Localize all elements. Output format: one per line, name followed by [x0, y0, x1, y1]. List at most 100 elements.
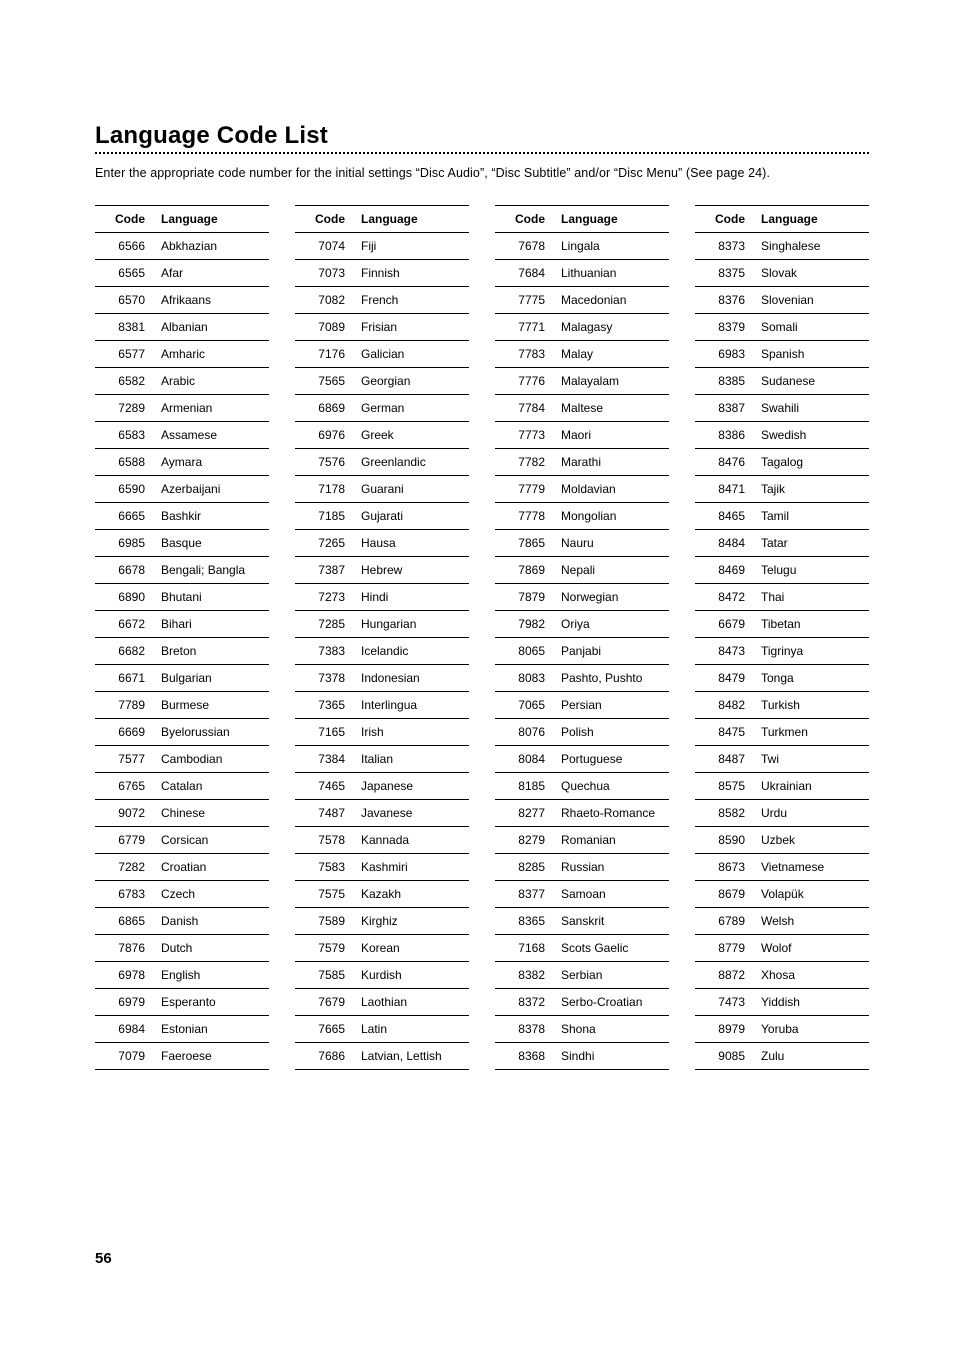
cell-language: Irish — [359, 718, 469, 745]
cell-language: Latin — [359, 1015, 469, 1042]
cell-code: 8476 — [695, 448, 759, 475]
table-header-row: CodeLanguage — [295, 205, 469, 232]
cell-language: Russian — [559, 853, 669, 880]
header-code: Code — [95, 205, 159, 232]
cell-language: Sindhi — [559, 1042, 669, 1069]
cell-code: 7775 — [495, 286, 559, 313]
cell-language: Serbo-Croatian — [559, 988, 669, 1015]
cell-code: 7565 — [295, 367, 359, 394]
cell-code: 6672 — [95, 610, 159, 637]
cell-language: Persian — [559, 691, 669, 718]
cell-code: 6565 — [95, 259, 159, 286]
cell-language: Malay — [559, 340, 669, 367]
cell-language: Bihari — [159, 610, 269, 637]
cell-language: Tigrinya — [759, 637, 869, 664]
cell-language: Scots Gaelic — [559, 934, 669, 961]
table-row: 6566Abkhazian — [95, 232, 269, 259]
cell-language: Arabic — [159, 367, 269, 394]
table-row: 7783Malay — [495, 340, 669, 367]
cell-code: 7365 — [295, 691, 359, 718]
cell-language: Ukrainian — [759, 772, 869, 799]
table-row: 8484Tatar — [695, 529, 869, 556]
table-row: 8487Twi — [695, 745, 869, 772]
cell-code: 6679 — [695, 610, 759, 637]
page-number: 56 — [95, 1250, 112, 1267]
cell-code: 7789 — [95, 691, 159, 718]
cell-language: Azerbaijani — [159, 475, 269, 502]
table-row: 6679Tibetan — [695, 610, 869, 637]
table-header-row: CodeLanguage — [695, 205, 869, 232]
cell-language: English — [159, 961, 269, 988]
cell-code: 6665 — [95, 502, 159, 529]
cell-language: Indonesian — [359, 664, 469, 691]
cell-language: Slovenian — [759, 286, 869, 313]
table-row: 7876Dutch — [95, 934, 269, 961]
cell-language: Norwegian — [559, 583, 669, 610]
cell-language: Albanian — [159, 313, 269, 340]
table-row: 8376Slovenian — [695, 286, 869, 313]
cell-code: 8368 — [495, 1042, 559, 1069]
cell-language: Nauru — [559, 529, 669, 556]
cell-code: 6984 — [95, 1015, 159, 1042]
cell-code: 8582 — [695, 799, 759, 826]
cell-code: 7679 — [295, 988, 359, 1015]
table-row: 8387Swahili — [695, 394, 869, 421]
cell-code: 8487 — [695, 745, 759, 772]
cell-code: 8379 — [695, 313, 759, 340]
table-row: 6976Greek — [295, 421, 469, 448]
table-row: 8373Singhalese — [695, 232, 869, 259]
cell-language: Telugu — [759, 556, 869, 583]
cell-language: Tonga — [759, 664, 869, 691]
cell-language: Byelorussian — [159, 718, 269, 745]
cell-language: Burmese — [159, 691, 269, 718]
table-row: 8377Samoan — [495, 880, 669, 907]
table-row: 8375Slovak — [695, 259, 869, 286]
cell-language: Frisian — [359, 313, 469, 340]
table-row: 8465Tamil — [695, 502, 869, 529]
cell-language: Tibetan — [759, 610, 869, 637]
table-row: 7865Nauru — [495, 529, 669, 556]
table-row: 8368Sindhi — [495, 1042, 669, 1069]
cell-code: 6566 — [95, 232, 159, 259]
cell-language: Turkish — [759, 691, 869, 718]
cell-language: Quechua — [559, 772, 669, 799]
cell-language: Gujarati — [359, 502, 469, 529]
cell-language: Moldavian — [559, 475, 669, 502]
table-row: 8673Vietnamese — [695, 853, 869, 880]
cell-language: Tamil — [759, 502, 869, 529]
cell-language: Finnish — [359, 259, 469, 286]
cell-language: Xhosa — [759, 961, 869, 988]
table-row: 7285Hungarian — [295, 610, 469, 637]
table-row: 7583Kashmiri — [295, 853, 469, 880]
cell-code: 8076 — [495, 718, 559, 745]
table-row: 7779Moldavian — [495, 475, 669, 502]
cell-language: Assamese — [159, 421, 269, 448]
table-row: 8076Polish — [495, 718, 669, 745]
cell-language: Lithuanian — [559, 259, 669, 286]
cell-code: 7282 — [95, 853, 159, 880]
cell-code: 7165 — [295, 718, 359, 745]
cell-language: Turkmen — [759, 718, 869, 745]
table-row: 6983Spanish — [695, 340, 869, 367]
cell-language: Bulgarian — [159, 664, 269, 691]
cell-code: 8482 — [695, 691, 759, 718]
table-row: 8065Panjabi — [495, 637, 669, 664]
cell-language: Singhalese — [759, 232, 869, 259]
table-row: 8482Turkish — [695, 691, 869, 718]
table-row: 8365Sanskrit — [495, 907, 669, 934]
cell-language: Bashkir — [159, 502, 269, 529]
table-row: 6672Bihari — [95, 610, 269, 637]
header-language: Language — [159, 205, 269, 232]
table-row: 8472Thai — [695, 583, 869, 610]
table-row: 7178Guarani — [295, 475, 469, 502]
table-row: 7776Malayalam — [495, 367, 669, 394]
table-row: 7185Gujarati — [295, 502, 469, 529]
table-row: 6979Esperanto — [95, 988, 269, 1015]
cell-code: 6577 — [95, 340, 159, 367]
cell-code: 6765 — [95, 772, 159, 799]
cell-language: Afar — [159, 259, 269, 286]
cell-language: Tatar — [759, 529, 869, 556]
cell-code: 7178 — [295, 475, 359, 502]
table-row: 6985Basque — [95, 529, 269, 556]
cell-code: 6582 — [95, 367, 159, 394]
